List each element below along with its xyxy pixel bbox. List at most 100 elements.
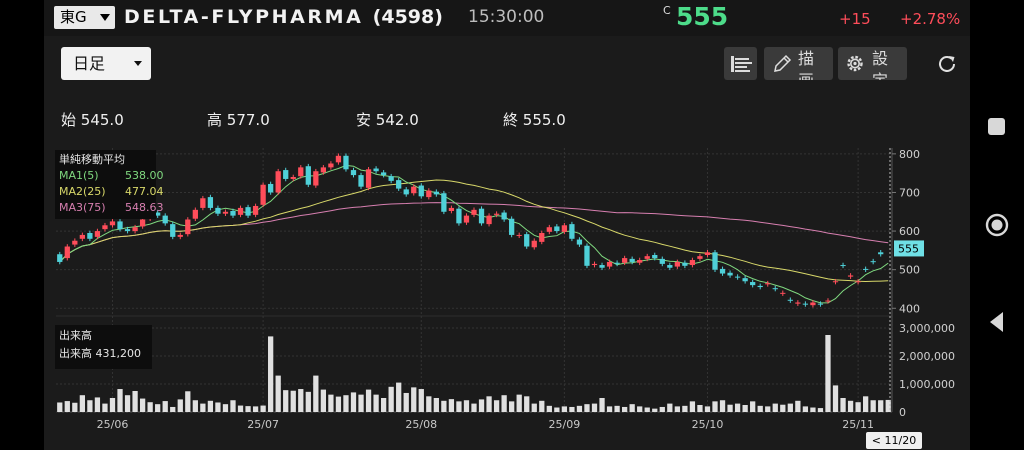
- volume-bar: [614, 405, 620, 412]
- candle: [373, 168, 379, 172]
- candle: [509, 218, 515, 235]
- volume-bar: [719, 400, 726, 412]
- candle: [79, 234, 85, 239]
- volume-bar: [509, 401, 515, 412]
- candle: [644, 256, 650, 259]
- android-nav-bar: [970, 0, 1024, 450]
- draw-button[interactable]: 描画: [764, 47, 833, 80]
- candle: [313, 171, 319, 186]
- volume-bar: [878, 400, 884, 412]
- price-tick-label: 700: [899, 186, 920, 199]
- candle: [463, 215, 470, 223]
- x-tick-label: 25/06: [97, 418, 129, 430]
- current-price: 555: [676, 2, 729, 31]
- stock-name: DELTA-FLYPHARMA (4598): [124, 6, 443, 28]
- period-label: 日足: [73, 54, 106, 73]
- draw-label: 描画: [798, 49, 817, 80]
- candle: [614, 262, 620, 264]
- volume-tick-label: 3,000,000: [899, 322, 955, 335]
- volume-bar: [825, 335, 831, 412]
- volume-bar: [885, 399, 891, 412]
- volume-bar: [365, 389, 372, 412]
- candle: [584, 245, 590, 266]
- price-tick-label: 800: [899, 148, 920, 161]
- volume-bar: [147, 402, 153, 412]
- volume-bar: [320, 389, 327, 412]
- volume-bar: [155, 404, 161, 412]
- recents-icon[interactable]: [988, 118, 1005, 135]
- volume-bar: [350, 392, 357, 412]
- volume-bar: [456, 401, 462, 412]
- volume-bar: [847, 400, 854, 412]
- candle: [358, 175, 364, 187]
- header-bar: 東G DELTA-FLYPHARMA (4598) 15:30:00 C 555…: [44, 0, 970, 36]
- period-selector[interactable]: 日足: [61, 47, 151, 80]
- volume-bar: [757, 405, 763, 412]
- candle: [674, 261, 680, 267]
- volume-bar: [230, 400, 236, 412]
- candle: [200, 198, 206, 208]
- market-selector[interactable]: 東G: [54, 6, 115, 29]
- volume-bar: [192, 400, 198, 412]
- candle: [245, 207, 251, 216]
- back-icon[interactable]: [990, 312, 1003, 332]
- volume-bar: [478, 399, 485, 412]
- candle: [230, 210, 236, 216]
- volume-bar: [433, 398, 439, 412]
- candle: [320, 167, 327, 173]
- candle: [689, 260, 696, 266]
- settings-button[interactable]: 設定: [838, 47, 907, 80]
- candle: [765, 283, 771, 285]
- indicator-list-button[interactable]: [724, 47, 757, 80]
- candle: [524, 234, 530, 247]
- volume-bar: [840, 398, 846, 412]
- chevron-down-icon: [134, 61, 142, 66]
- volume-bar: [644, 407, 650, 412]
- price-volume-chart[interactable]: 25/06 25/07 25/08 25/09 25/10 25/11 400 500 600 7…: [44, 148, 970, 430]
- candle: [350, 170, 357, 176]
- candle: [659, 258, 665, 264]
- candle: [780, 292, 786, 294]
- candle: [569, 224, 575, 239]
- candle: [162, 215, 168, 224]
- volume-bar: [727, 404, 733, 412]
- x-tick-label: 25/07: [247, 418, 279, 430]
- volume-bar: [185, 391, 191, 412]
- quote-time: 15:30:00: [468, 7, 545, 27]
- candle: [870, 261, 876, 263]
- candle: [667, 265, 673, 268]
- candle: [94, 231, 101, 237]
- candle: [139, 219, 146, 227]
- candle: [750, 282, 756, 286]
- candle: [621, 258, 628, 263]
- ma-legend-title: 単純移動平均: [59, 153, 125, 166]
- candle: [742, 278, 748, 282]
- volume-bar: [132, 391, 138, 412]
- candle: [855, 281, 861, 283]
- candle: [305, 166, 311, 185]
- volume-bar: [200, 403, 206, 412]
- volume-bar: [659, 406, 665, 412]
- volume-tick-label: 1,000,000: [899, 378, 955, 391]
- volume-bar: [832, 385, 839, 412]
- home-icon[interactable]: [985, 213, 1009, 237]
- volume-bar: [358, 394, 364, 412]
- cursor-date-label[interactable]: < 11/20 >: [866, 432, 922, 449]
- price-tick-label: 600: [899, 225, 920, 238]
- stock-code: (4598): [372, 6, 443, 28]
- volume-bar: [734, 403, 741, 412]
- volume-bar: [554, 407, 560, 412]
- volume-bar: [742, 405, 748, 412]
- volume-bar: [57, 402, 63, 412]
- candle: [252, 205, 259, 215]
- refresh-icon[interactable]: [935, 52, 959, 76]
- candle: [652, 255, 658, 259]
- volume-bar: [64, 401, 70, 412]
- candle: [441, 193, 447, 212]
- candle: [260, 184, 266, 205]
- volume-bar: [637, 406, 643, 412]
- ohlc-open: 始 545.0: [61, 111, 124, 129]
- volume-legend-value: 出来高 431,200: [59, 347, 141, 360]
- candle: [478, 208, 485, 224]
- candle: [516, 234, 522, 236]
